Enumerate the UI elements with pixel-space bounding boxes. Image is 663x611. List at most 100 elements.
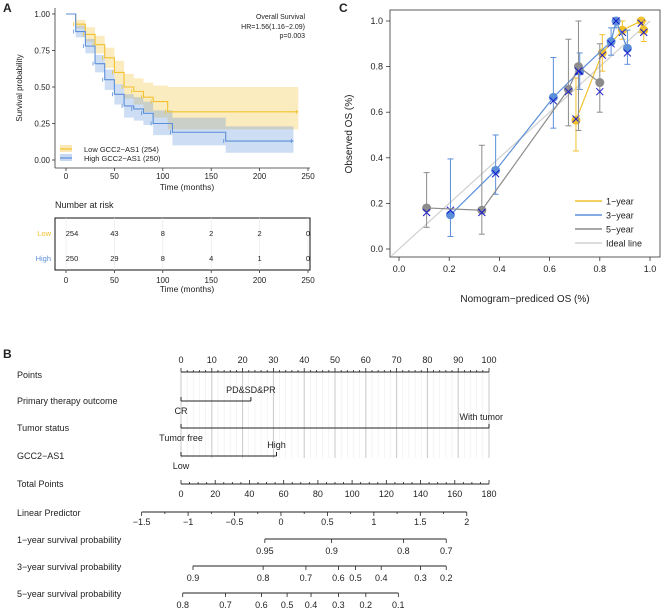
total-points-tick-label: 180 bbox=[481, 489, 496, 499]
total-points-tick-label: 100 bbox=[345, 489, 360, 499]
cal-legend-label: 5−year bbox=[606, 225, 634, 235]
factor-level-label: Tumor free bbox=[159, 433, 203, 443]
points-tick-label: 50 bbox=[330, 355, 340, 365]
risk-table-value: 4 bbox=[209, 254, 213, 263]
cal-point-high bbox=[445, 210, 455, 220]
survival-probability-tick-label: 0.8 bbox=[176, 600, 189, 610]
survival-probability-tick-label: 0.4 bbox=[305, 600, 318, 610]
risk-table-value: 250 bbox=[66, 254, 79, 263]
cal-x-tick-label: 0.4 bbox=[493, 264, 506, 274]
risk-table-value: 29 bbox=[110, 254, 118, 263]
risk-table-x-tick-label: 200 bbox=[253, 276, 267, 285]
total-points-tick-label: 80 bbox=[313, 489, 323, 499]
cal-bias-corrected-marker bbox=[446, 206, 455, 215]
nomogram-row-label: Tumor status bbox=[17, 423, 70, 433]
points-tick-label: 40 bbox=[299, 355, 309, 365]
cal-point-low bbox=[617, 25, 627, 35]
km-ci-band-high bbox=[66, 14, 294, 153]
km-x-tick-label: 100 bbox=[156, 172, 170, 181]
linear-predictor-tick-label: −1.5 bbox=[133, 517, 151, 527]
km-annotation-p: p=0.003 bbox=[280, 33, 306, 40]
nomogram-row-label: Points bbox=[17, 370, 43, 380]
cal-bias-corrected-marker bbox=[623, 49, 632, 57]
nomogram-row-label: Total Points bbox=[17, 479, 64, 489]
cal-y-tick-label: 1.0 bbox=[370, 16, 383, 26]
linear-predictor-tick-label: 0.5 bbox=[321, 517, 334, 527]
total-points-tick-label: 140 bbox=[413, 489, 428, 499]
survival-probability-tick-label: 0.6 bbox=[332, 573, 345, 583]
risk-table-x-tick-label: 50 bbox=[110, 276, 119, 285]
cal-bias-corrected-marker bbox=[612, 17, 620, 25]
points-tick-label: 70 bbox=[392, 355, 402, 365]
survival-probability-tick-label: 0.2 bbox=[360, 600, 373, 610]
km-x-tick-label: 250 bbox=[301, 172, 315, 181]
risk-table-value: 8 bbox=[161, 254, 165, 263]
cal-bias-corrected-marker bbox=[477, 208, 486, 217]
calibration-plot-frame bbox=[389, 9, 661, 258]
cal-point-low bbox=[639, 25, 649, 35]
survival-probability-tick-label: 0.7 bbox=[300, 573, 313, 583]
km-ci-band-low bbox=[66, 14, 299, 130]
survival-probability-tick-label: 0.8 bbox=[257, 573, 270, 583]
km-annotation-title: Overall Survival bbox=[256, 14, 305, 21]
panel-label-a: A bbox=[3, 1, 12, 15]
points-tick-label: 0 bbox=[178, 355, 183, 365]
survival-probability-tick-label: 0.5 bbox=[349, 573, 362, 583]
points-tick-label: 30 bbox=[268, 355, 278, 365]
points-tick-label: 90 bbox=[453, 355, 463, 365]
risk-table-row-label: High bbox=[36, 254, 51, 263]
survival-probability-tick-label: 0.95 bbox=[256, 546, 274, 556]
km-curve-low bbox=[66, 13, 299, 113]
km-x-tick-label: 0 bbox=[64, 172, 69, 181]
nomogram-row-label: Linear Predictor bbox=[17, 508, 81, 518]
panel-label-b: B bbox=[3, 347, 12, 361]
nomogram-row-label: Primary therapy outcome bbox=[17, 396, 118, 406]
cal-legend-label: 1−year bbox=[606, 197, 634, 207]
km-y-tick-label: 0.00 bbox=[34, 156, 50, 165]
cal-x-axis-label: Nomogram−prediced OS (%) bbox=[460, 294, 589, 305]
km-y-tick-label: 0.75 bbox=[34, 47, 50, 56]
risk-table-value: 43 bbox=[110, 229, 118, 238]
km-x-tick-label: 200 bbox=[253, 172, 267, 181]
km-y-tick-label: 0.25 bbox=[34, 120, 50, 129]
nomogram-row-label: 1−year survival probability bbox=[17, 535, 122, 545]
points-tick-label: 60 bbox=[361, 355, 371, 365]
risk-table-x-tick-label: 0 bbox=[64, 276, 69, 285]
points-tick-label: 20 bbox=[238, 355, 248, 365]
risk-table-x-axis-label: Time (months) bbox=[160, 284, 215, 294]
cal-point-low bbox=[571, 115, 581, 125]
panel-label-c: C bbox=[339, 1, 348, 15]
risk-table-x-tick-label: 150 bbox=[205, 276, 219, 285]
cal-bias-corrected-marker bbox=[574, 67, 583, 76]
risk-table-value: 1 bbox=[258, 254, 262, 263]
cal-legend-label: 3−year bbox=[606, 211, 634, 221]
total-points-tick-label: 60 bbox=[279, 489, 289, 499]
cal-x-tick-label: 0.6 bbox=[543, 264, 556, 274]
survival-probability-tick-label: 0.9 bbox=[187, 573, 200, 583]
cal-bias-corrected-marker bbox=[607, 39, 615, 48]
km-x-axis-label: Time (months) bbox=[160, 182, 215, 192]
survival-probability-tick-label: 0.7 bbox=[219, 600, 232, 610]
linear-predictor-tick-label: 2 bbox=[464, 517, 469, 527]
cal-x-tick-label: 0.0 bbox=[393, 264, 406, 274]
cal-point-high bbox=[622, 43, 632, 53]
km-y-tick-label: 1.00 bbox=[34, 10, 50, 19]
points-tick-label: 100 bbox=[481, 355, 496, 365]
risk-table-box bbox=[54, 217, 311, 271]
km-y-tick-label: 0.50 bbox=[34, 83, 50, 92]
km-legend-label: High GCC2−AS1 (250) bbox=[84, 154, 161, 163]
risk-table-title: Number at risk bbox=[55, 200, 114, 210]
linear-predictor-tick-label: −0.5 bbox=[226, 517, 244, 527]
nomogram-row-label: 5−year survival probability bbox=[17, 589, 122, 599]
risk-table-value: 254 bbox=[66, 229, 79, 238]
cal-bias-corrected-marker bbox=[491, 169, 500, 178]
survival-probability-tick-label: 0.5 bbox=[281, 600, 294, 610]
cal-point-five_year bbox=[573, 62, 583, 72]
survival-probability-tick-label: 0.3 bbox=[414, 573, 427, 583]
factor-level-label: With tumor bbox=[459, 412, 503, 422]
total-points-tick-label: 20 bbox=[210, 489, 220, 499]
km-x-tick-label: 50 bbox=[110, 172, 119, 181]
risk-table-value: 2 bbox=[209, 229, 213, 238]
